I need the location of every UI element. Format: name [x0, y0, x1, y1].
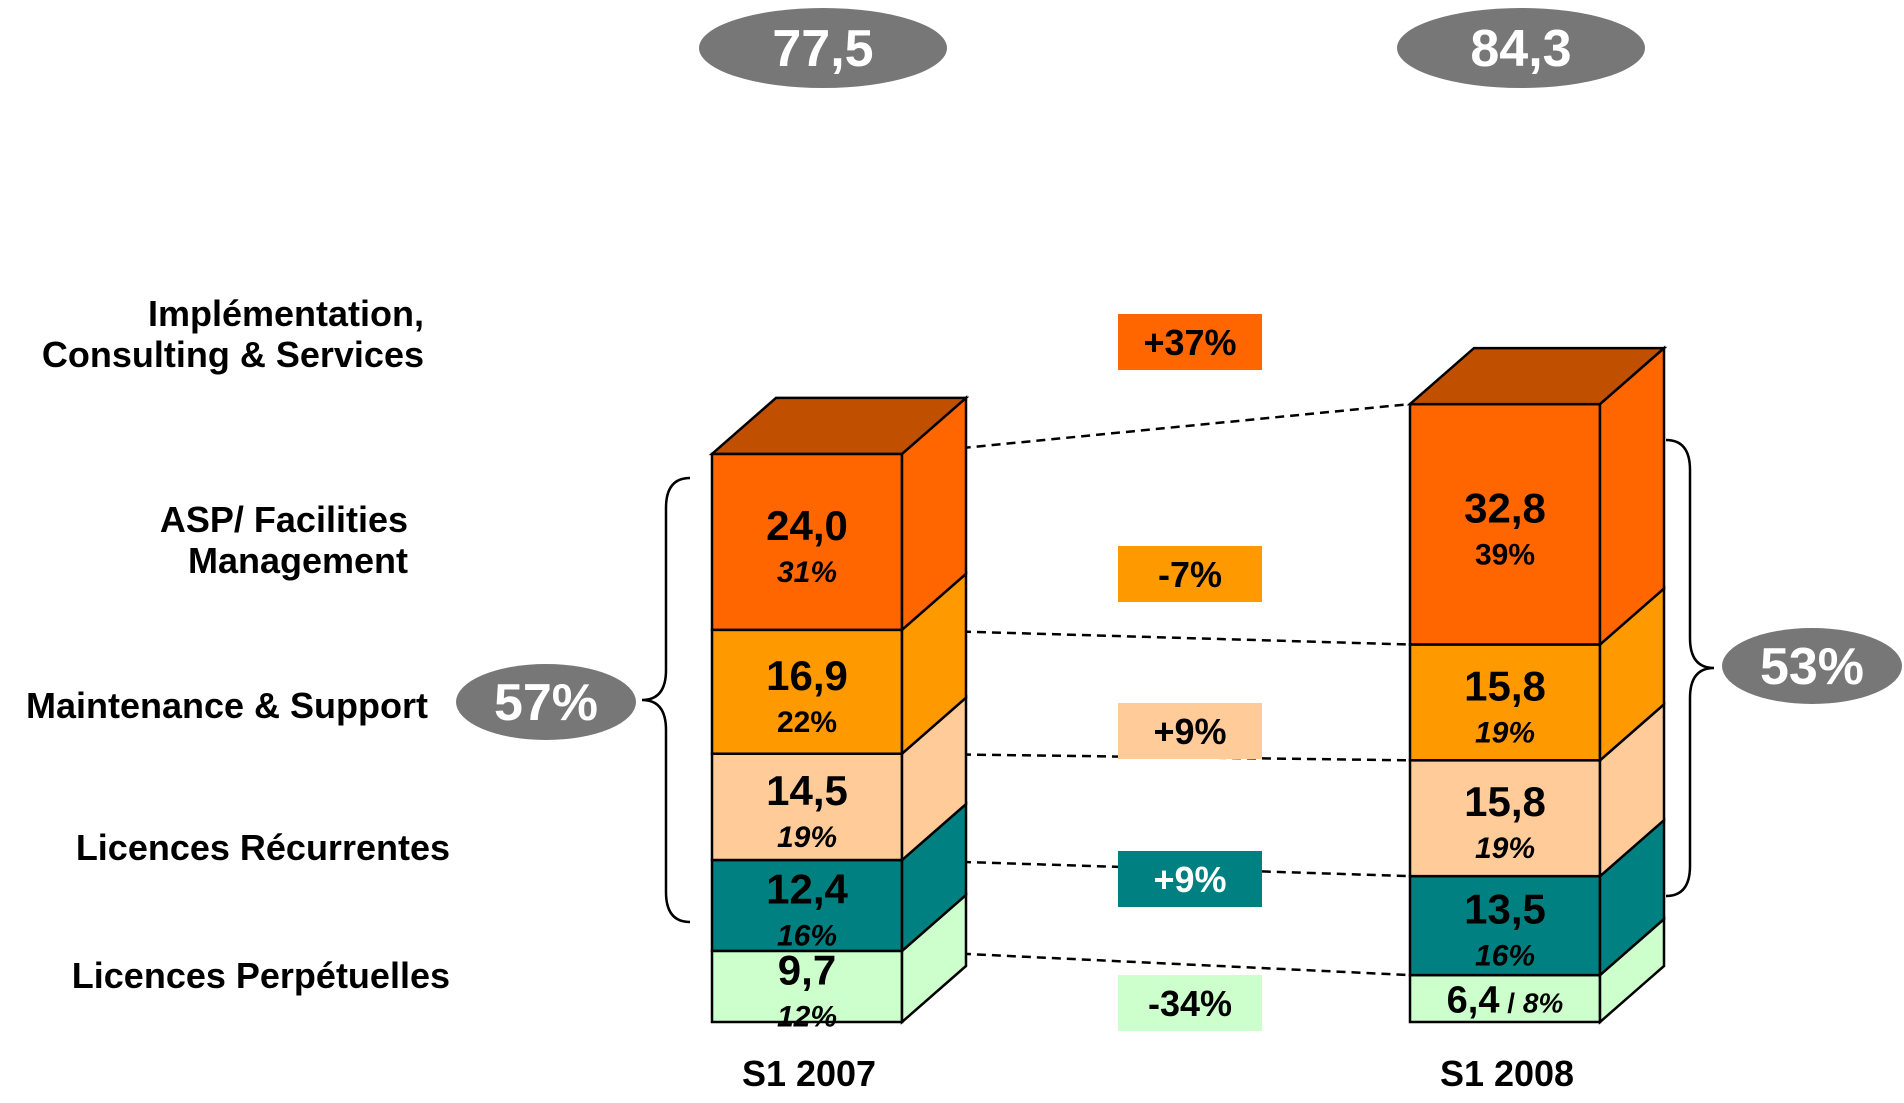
bar-segment: [1408, 643, 1602, 762]
group-share-label: 57%: [494, 674, 598, 732]
change-badge: [1118, 314, 1262, 370]
bar-segment: [710, 752, 904, 862]
change-label: +9%: [1153, 859, 1226, 900]
group-share-ellipse: [1722, 628, 1902, 704]
brace-right: [1665, 438, 1715, 898]
change-badge: [1118, 975, 1262, 1031]
bar-top: [708, 396, 970, 456]
bar-segment: [1408, 973, 1602, 1024]
share-label: 19%: [777, 821, 837, 854]
total-label: 84,3: [1470, 20, 1571, 78]
x-tick-label: S1 2008: [1440, 1053, 1574, 1094]
data-label: 9,7: [778, 946, 836, 993]
connector-line: [901, 628, 1411, 646]
bar-s1-2008: [1406, 345, 1668, 1025]
category-label: Maintenance & Support: [26, 685, 428, 726]
share-label: 16%: [777, 919, 837, 952]
bar-segment: [710, 858, 904, 953]
connector-line: [901, 858, 1411, 878]
group-share-label: 53%: [1760, 638, 1864, 696]
share-label: 12%: [777, 1000, 837, 1033]
data-label: 6,4 / 8%: [1447, 980, 1564, 1022]
bar-segment: [1408, 874, 1602, 977]
bar-segment: [1408, 759, 1602, 878]
share-label: 22%: [777, 706, 837, 739]
bar-top: [1406, 346, 1668, 406]
change-label: -34%: [1148, 983, 1232, 1024]
data-label: 13,5: [1464, 886, 1546, 933]
data-label: 32,8: [1464, 484, 1546, 531]
total-label: 77,5: [772, 20, 873, 78]
connector-line: [901, 402, 1411, 456]
change-badge: [1118, 546, 1262, 602]
share-label: 19%: [1475, 716, 1535, 749]
connector-line: [901, 949, 1411, 977]
change-label: -7%: [1158, 554, 1222, 595]
category-label: ASP/ Facilities Management: [160, 499, 408, 581]
bar-s1-2007: [708, 395, 970, 1025]
brace-left: [641, 476, 691, 924]
category-label: Implémentation, Consulting & Services: [42, 293, 424, 375]
change-badge: [1118, 851, 1262, 907]
change-label: +37%: [1143, 322, 1236, 363]
change-label: +9%: [1153, 711, 1226, 752]
category-label: Licences Récurrentes: [76, 827, 450, 868]
data-label: 14,5: [766, 767, 848, 814]
group-share-ellipse: [456, 664, 636, 740]
share-label: 19%: [1475, 832, 1535, 865]
change-badge: [1118, 703, 1262, 759]
share-label: 16%: [1475, 940, 1535, 973]
connector-line: [901, 752, 1411, 762]
share-label: 39%: [1475, 538, 1535, 571]
data-label: 16,9: [766, 652, 848, 699]
total-ellipse: [1397, 8, 1645, 88]
data-label: 15,8: [1464, 778, 1546, 825]
data-label: 15,8: [1464, 662, 1546, 709]
data-label: 24,0: [766, 502, 848, 549]
x-tick-label: S1 2007: [742, 1053, 876, 1094]
share-label: 31%: [777, 556, 837, 589]
total-ellipse: [699, 8, 947, 88]
data-label: 12,4: [766, 865, 848, 912]
category-label: Licences Perpétuelles: [72, 955, 450, 996]
